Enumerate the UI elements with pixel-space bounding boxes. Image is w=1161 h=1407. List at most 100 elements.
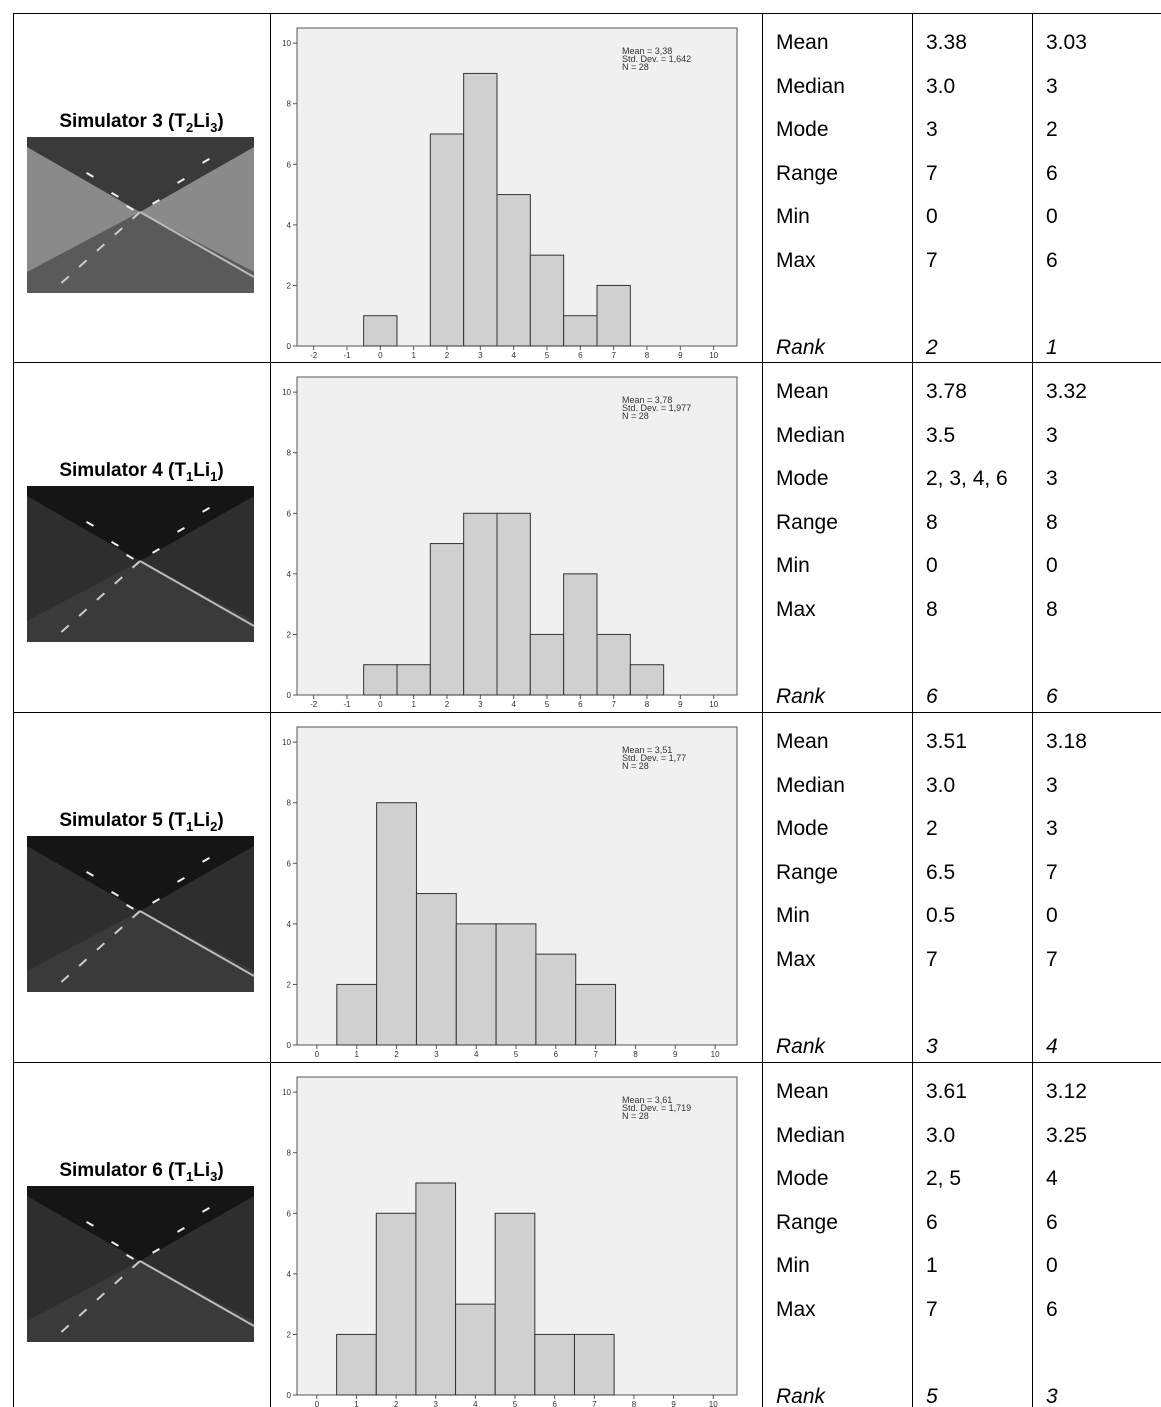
legend-text: Std. Dev. = 1,977 [622, 403, 691, 413]
stat-cell: Range [776, 161, 838, 185]
bar [396, 664, 431, 696]
x-tick-label: 2 [394, 1050, 399, 1059]
road [27, 212, 254, 293]
bar [629, 664, 665, 696]
stat-cell: 0.5 [926, 904, 956, 928]
stat-cell: 3.03 [1046, 31, 1087, 54]
light [202, 158, 210, 164]
x-tick-label: 7 [593, 1050, 598, 1059]
table-border [13, 362, 1161, 363]
rank-cell: Rank [776, 1385, 826, 1407]
light [177, 178, 185, 184]
light [111, 891, 119, 897]
rank-cell: 6 [926, 685, 938, 708]
stat-cell: 0 [926, 205, 938, 229]
light [86, 871, 94, 877]
stat-cell: 6 [1046, 161, 1058, 185]
stat-cell: 6.5 [926, 860, 956, 884]
x-tick-label: 3 [434, 1400, 439, 1407]
x-tick-label: 1 [411, 700, 416, 709]
x-tick-label: 7 [592, 1400, 597, 1407]
stat-cell: 8 [1046, 510, 1058, 534]
label-part: 1 [186, 818, 194, 834]
label-part: ) [217, 111, 224, 132]
light [126, 554, 134, 560]
stat-cell: Max [776, 249, 816, 272]
x-tick-label: -2 [310, 351, 318, 360]
stat-cell: 3.0 [926, 74, 956, 98]
stat-cell: Mode [776, 817, 829, 841]
stat-cell: 7 [1046, 948, 1058, 971]
stat-cell: 1 [926, 1254, 938, 1278]
right-wall [140, 846, 254, 981]
stat-cell: Range [776, 860, 838, 884]
legend-text: Mean = 3,51 [622, 745, 672, 755]
tunnel-image [27, 836, 254, 992]
stat-cell: 7 [926, 249, 938, 272]
bar [529, 254, 565, 347]
rank-cell: 2 [926, 336, 938, 359]
rank-cell: 4 [1046, 1035, 1058, 1058]
stat-cell: 3.12 [1046, 1080, 1087, 1103]
stat-cell: Median [776, 74, 845, 98]
x-tick-label: 10 [709, 1400, 718, 1407]
lane [56, 211, 141, 288]
legend-text: N = 28 [622, 1111, 649, 1121]
x-tick-label: 5 [513, 1400, 518, 1407]
row-label: Simulator 5 (T1Li2) [13, 810, 270, 834]
stat-cell: Min [776, 904, 810, 928]
bar [429, 133, 465, 347]
label-part: 2 [210, 818, 218, 834]
stat-cell: Min [776, 1254, 810, 1278]
light [111, 191, 119, 198]
light [202, 507, 210, 513]
rank-cell: 5 [926, 1385, 938, 1407]
stat-cell: Mode [776, 1167, 829, 1191]
label-part: Simulator 3 (T [59, 111, 186, 132]
label-part: ) [217, 1160, 224, 1181]
x-tick-label: 4 [474, 1050, 479, 1059]
stat-cell: Range [776, 510, 838, 534]
stat-cell: Mean [776, 730, 829, 753]
y-tick-label: 2 [287, 980, 292, 989]
rank-cell: 3 [926, 1035, 938, 1058]
stat-cell: 0 [1046, 1254, 1058, 1278]
x-tick-label: 5 [545, 351, 550, 360]
stat-cell: 8 [1046, 598, 1058, 621]
light [177, 1227, 185, 1233]
stat-cell: 3.0 [926, 1123, 956, 1147]
stat-cell: 0 [926, 554, 938, 578]
edge [139, 560, 254, 627]
legend-text: Std. Dev. = 1,719 [622, 1103, 691, 1113]
light [126, 205, 134, 211]
legend-text: Mean = 3,61 [622, 1095, 672, 1105]
stat-cell: 3.51 [926, 730, 967, 753]
stat-cell: Max [776, 598, 816, 621]
light [152, 199, 160, 205]
stat-cell: 0 [1046, 904, 1058, 928]
y-tick-label: 10 [282, 738, 291, 747]
left-wall [27, 147, 140, 282]
stat-cell: 6 [926, 1210, 938, 1234]
road [27, 1261, 254, 1342]
rank-cell: Rank [776, 336, 826, 359]
stat-cell: 3.61 [926, 1080, 967, 1103]
x-tick-label: 5 [514, 1050, 519, 1059]
table-border [13, 13, 14, 1407]
stat-cell: Mean [776, 1080, 829, 1103]
rank-cell: 1 [1046, 336, 1058, 359]
bar [336, 1333, 377, 1396]
edge [139, 1260, 254, 1327]
stat-cell: 3 [1046, 467, 1058, 491]
y-tick-label: 10 [282, 1088, 291, 1097]
edge [139, 910, 254, 977]
label-part: Simulator 5 (T [59, 810, 186, 831]
x-tick-label: 8 [633, 1050, 638, 1059]
light [126, 904, 134, 910]
stat-cell: Max [776, 1298, 816, 1321]
legend-text: Std. Dev. = 1,642 [622, 54, 691, 64]
stat-cell: 2, 5 [926, 1167, 962, 1191]
y-tick-label: 10 [282, 388, 291, 397]
bar [415, 893, 457, 1046]
stat-cell: 6 [1046, 1298, 1058, 1321]
